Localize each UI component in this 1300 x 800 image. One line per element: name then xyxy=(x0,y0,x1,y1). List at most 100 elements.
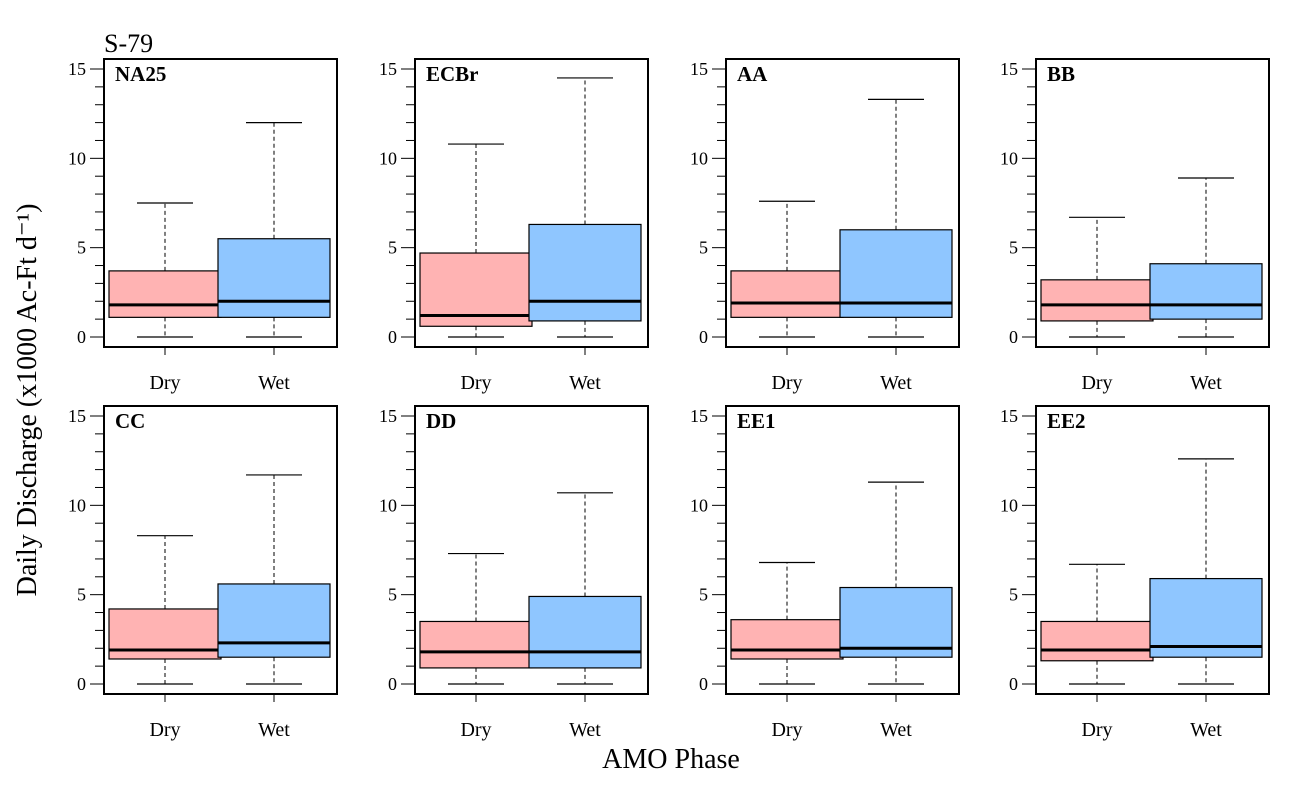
panel-title: AA xyxy=(737,62,768,86)
panel-grid: 0 5 10 15 Dry Wet NA25 0 5 10 15 Dry Wet ECBr 0 5 10 15 Dr… xyxy=(68,58,1270,741)
box-wet xyxy=(1149,177,1263,338)
box-dry xyxy=(108,202,222,338)
box-dry xyxy=(730,200,844,338)
y-tick-label: 0 xyxy=(77,674,86,694)
panel-title: ECBr xyxy=(426,62,479,86)
x-axis-title: AMO Phase xyxy=(602,744,740,775)
panel-ee2: 0 5 10 15 Dry Wet EE2 xyxy=(1000,405,1270,741)
box-iqr xyxy=(1149,577,1263,658)
box-iqr xyxy=(1040,620,1154,662)
box-iqr xyxy=(217,238,331,318)
site-label: S-79 xyxy=(104,29,153,58)
box-iqr xyxy=(108,270,222,318)
y-tick-label: 15 xyxy=(690,59,708,79)
x-tick-label: Wet xyxy=(880,372,912,394)
box-wet xyxy=(217,474,331,685)
y-tick-label: 15 xyxy=(379,406,397,426)
panel-ecbr: 0 5 10 15 Dry Wet ECBr xyxy=(379,58,649,394)
panel-ee1: 0 5 10 15 Dry Wet EE1 xyxy=(690,405,960,741)
box-iqr xyxy=(419,620,533,669)
panel-aa: 0 5 10 15 Dry Wet AA xyxy=(690,58,960,394)
y-tick-label: 15 xyxy=(1000,406,1018,426)
y-tick-label: 15 xyxy=(68,59,86,79)
panel-dd: 0 5 10 15 Dry Wet DD xyxy=(379,405,649,741)
x-tick-label: Wet xyxy=(1190,372,1222,394)
x-tick-label: Dry xyxy=(149,372,180,394)
x-tick-label: Wet xyxy=(569,372,601,394)
box-dry xyxy=(1040,563,1154,685)
panel-frame xyxy=(1035,58,1270,348)
x-tick-label: Dry xyxy=(1081,719,1112,741)
y-tick-label: 10 xyxy=(68,495,86,515)
y-tick-label: 10 xyxy=(379,148,397,168)
y-tick-label: 0 xyxy=(388,327,397,347)
y-tick-label: 10 xyxy=(690,495,708,515)
box-wet xyxy=(839,481,953,685)
box-wet xyxy=(528,77,642,338)
y-tick-label: 15 xyxy=(68,406,86,426)
box-wet xyxy=(1149,458,1263,685)
y-tick-label: 0 xyxy=(1009,327,1018,347)
panel-frame xyxy=(725,58,960,348)
x-tick-label: Dry xyxy=(771,719,802,741)
box-iqr xyxy=(1149,263,1263,320)
box-iqr xyxy=(730,619,844,660)
y-tick-label: 15 xyxy=(379,59,397,79)
y-tick-label: 10 xyxy=(68,148,86,168)
x-tick-label: Wet xyxy=(258,372,290,394)
x-tick-label: Wet xyxy=(258,719,290,741)
x-tick-label: Wet xyxy=(880,719,912,741)
y-tick-label: 5 xyxy=(699,238,708,258)
box-dry xyxy=(419,143,533,338)
panel-frame xyxy=(1035,405,1270,695)
panel-title: BB xyxy=(1047,62,1075,86)
y-tick-label: 5 xyxy=(699,585,708,605)
box-iqr xyxy=(528,595,642,669)
y-tick-label: 10 xyxy=(1000,148,1018,168)
box-wet xyxy=(839,98,953,338)
panel-frame xyxy=(725,405,960,695)
box-iqr xyxy=(217,583,331,658)
y-tick-label: 5 xyxy=(1009,238,1018,258)
panel-title: DD xyxy=(426,409,456,433)
y-tick-label: 0 xyxy=(1009,674,1018,694)
x-tick-label: Dry xyxy=(460,719,491,741)
panel-cc: 0 5 10 15 Dry Wet CC xyxy=(68,405,338,741)
y-tick-label: 0 xyxy=(77,327,86,347)
y-tick-label: 5 xyxy=(388,238,397,258)
y-tick-label: 10 xyxy=(1000,495,1018,515)
box-iqr xyxy=(839,586,953,658)
box-iqr xyxy=(528,223,642,322)
panel-frame xyxy=(414,405,649,695)
panel-title: NA25 xyxy=(115,62,166,86)
panel-frame xyxy=(103,58,338,348)
panel-bb: 0 5 10 15 Dry Wet BB xyxy=(1000,58,1270,394)
box-wet xyxy=(217,121,331,338)
panel-title: EE2 xyxy=(1047,409,1086,433)
y-tick-label: 15 xyxy=(1000,59,1018,79)
y-tick-label: 5 xyxy=(77,238,86,258)
y-tick-label: 10 xyxy=(690,148,708,168)
box-dry xyxy=(419,552,533,685)
y-tick-label: 5 xyxy=(1009,585,1018,605)
panel-title: EE1 xyxy=(737,409,776,433)
y-tick-label: 5 xyxy=(77,585,86,605)
panel-frame xyxy=(103,405,338,695)
x-tick-label: Dry xyxy=(460,372,491,394)
x-tick-label: Wet xyxy=(1190,719,1222,741)
y-tick-label: 0 xyxy=(388,674,397,694)
y-tick-label: 0 xyxy=(699,674,708,694)
box-dry xyxy=(108,535,222,685)
y-tick-label: 0 xyxy=(699,327,708,347)
x-tick-label: Dry xyxy=(149,719,180,741)
box-wet xyxy=(528,492,642,685)
y-tick-label: 10 xyxy=(379,495,397,515)
y-tick-label: 5 xyxy=(388,585,397,605)
panel-na25: 0 5 10 15 Dry Wet NA25 xyxy=(68,58,338,394)
box-iqr xyxy=(730,270,844,318)
box-dry xyxy=(730,561,844,685)
y-axis-title: Daily Discharge (x1000 Ac-Ft d⁻¹) xyxy=(12,204,43,597)
box-iqr xyxy=(1040,279,1154,322)
y-tick-label: 15 xyxy=(690,406,708,426)
